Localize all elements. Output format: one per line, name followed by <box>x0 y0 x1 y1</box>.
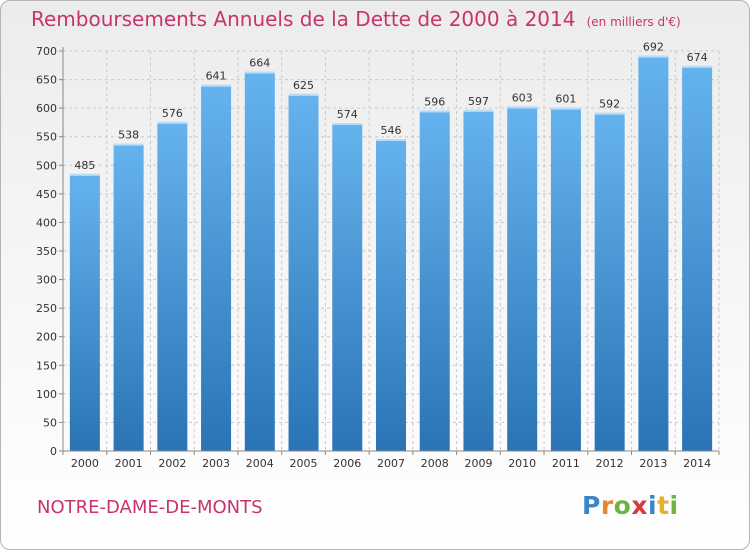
bar-highlight <box>288 93 319 96</box>
data-label: 485 <box>74 159 95 172</box>
x-tick-label: 2001 <box>115 457 143 470</box>
x-tick-label: 2013 <box>639 457 667 470</box>
bar-2006 <box>332 123 363 451</box>
x-tick-label: 2003 <box>202 457 230 470</box>
chart-title: Remboursements Annuels de la Dette de 20… <box>31 7 681 31</box>
logo-letter: P <box>582 491 601 520</box>
data-label: 674 <box>687 51 708 64</box>
x-tick-label: 2004 <box>246 457 274 470</box>
bar-2004 <box>244 71 275 452</box>
bar-highlight <box>69 173 100 176</box>
y-tick-label: 450 <box>36 188 57 201</box>
data-label: 576 <box>162 107 183 120</box>
y-tick-label: 350 <box>36 245 57 258</box>
x-tick-label: 2006 <box>333 457 361 470</box>
x-tick-label: 2012 <box>596 457 624 470</box>
bar-2003 <box>201 84 232 451</box>
x-tick-label: 2000 <box>71 457 99 470</box>
y-tick-label: 200 <box>36 331 57 344</box>
logo-letter: x <box>631 491 648 520</box>
y-tick-label: 550 <box>36 131 57 144</box>
proxiti-logo: Proxiti <box>582 491 679 520</box>
logo-letter: i <box>669 491 679 520</box>
x-tick-label: 2008 <box>421 457 449 470</box>
data-label: 641 <box>206 70 227 83</box>
x-tick-label: 2002 <box>158 457 186 470</box>
bar-2007 <box>376 139 406 451</box>
data-label: 603 <box>512 91 533 104</box>
data-label: 592 <box>599 98 620 111</box>
y-tick-label: 100 <box>36 388 57 401</box>
bar-highlight <box>201 84 232 87</box>
axes: 0 50 100 150 200 250 300 350 400 450 500 550 600 650 7… <box>36 45 720 470</box>
bar-highlight <box>638 55 669 58</box>
bar-2005 <box>288 93 319 451</box>
bar-highlight <box>376 139 406 141</box>
y-tick-label: 250 <box>36 302 57 315</box>
bar-2001 <box>113 143 144 452</box>
bar-highlight <box>113 143 144 146</box>
data-labels: 485 538 576 641 664 625 574 546 596 597 603 601 592 6… <box>74 41 707 172</box>
data-label: 625 <box>293 79 314 92</box>
y-tick-label: 650 <box>36 74 57 87</box>
bar-highlight <box>550 107 581 110</box>
data-label: 601 <box>555 93 576 106</box>
bar-highlight <box>332 123 363 125</box>
bar-2013 <box>638 55 669 451</box>
data-label: 692 <box>643 41 664 54</box>
chart-title-units: (en milliers d'€) <box>586 15 681 29</box>
data-label: 574 <box>337 108 358 121</box>
y-tick-label: 50 <box>43 416 57 429</box>
y-tick-label: 400 <box>36 216 57 229</box>
x-tick-label: 2009 <box>464 457 492 470</box>
bar-2011 <box>550 107 581 452</box>
x-tick-label: 2005 <box>290 457 318 470</box>
data-label: 597 <box>468 95 489 108</box>
logo-letter: o <box>613 491 632 520</box>
data-label: 538 <box>118 129 139 142</box>
bar-highlight <box>463 109 494 112</box>
logo-letter: i <box>648 491 658 520</box>
y-tick-label: 600 <box>36 102 57 115</box>
y-tick-label: 0 <box>50 445 57 458</box>
data-label: 546 <box>381 124 402 137</box>
x-tick-label: 2011 <box>552 457 580 470</box>
logo-letter: r <box>600 491 614 520</box>
bar-highlight <box>594 112 625 115</box>
bar-2014 <box>682 65 713 451</box>
y-tick-label: 150 <box>36 359 57 372</box>
bar-2010 <box>507 106 538 451</box>
x-tick-label: 2007 <box>377 457 405 470</box>
bar-highlight <box>157 121 188 124</box>
bar-highlight <box>419 110 450 113</box>
bars <box>69 55 713 452</box>
bar-highlight <box>682 65 713 68</box>
bar-2009 <box>463 109 494 451</box>
y-tick-label: 700 <box>36 45 57 58</box>
bar-2012 <box>594 112 625 451</box>
y-tick-label: 300 <box>36 274 57 287</box>
bar-2002 <box>157 121 188 451</box>
y-tick-label: 500 <box>36 159 57 172</box>
bar-highlight <box>507 106 538 109</box>
x-tick-label: 2014 <box>683 457 711 470</box>
place-name: NOTRE-DAME-DE-MONTS <box>37 497 263 518</box>
bar-2008 <box>419 110 450 451</box>
bar-highlight <box>244 71 275 74</box>
chart-title-main: Remboursements Annuels de la Dette de 20… <box>31 7 576 31</box>
data-label: 664 <box>249 57 270 70</box>
bar-2000 <box>69 173 100 451</box>
logo-letter: t <box>657 491 670 520</box>
data-label: 596 <box>424 95 445 108</box>
x-tick-label: 2010 <box>508 457 536 470</box>
